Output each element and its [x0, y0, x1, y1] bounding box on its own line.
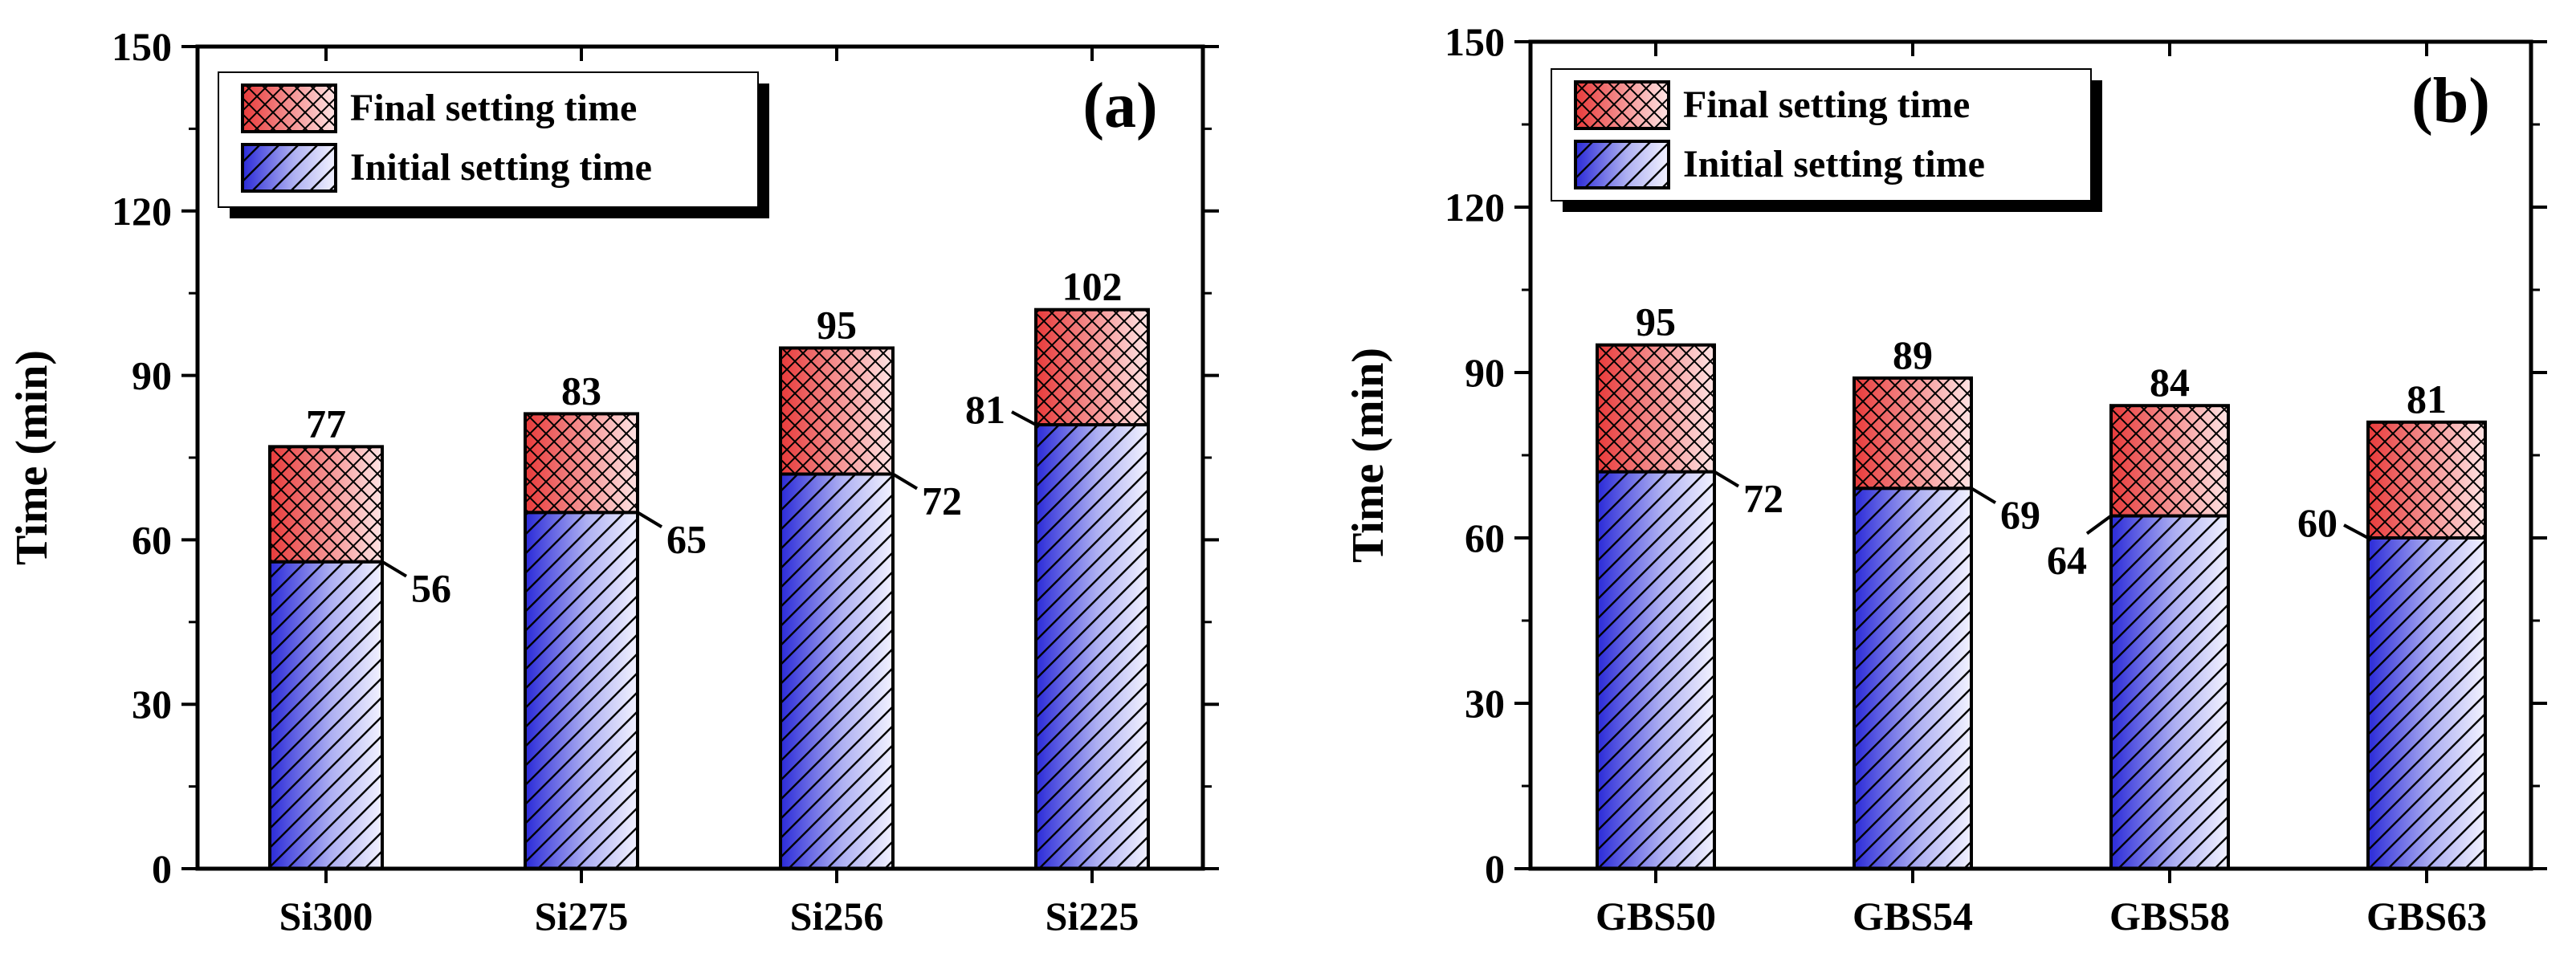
y-tick-label: 90 [132, 353, 172, 398]
initial-leader-line [636, 511, 663, 528]
final-value-label: 102 [1062, 264, 1123, 309]
x-tick-label: GBS63 [2366, 894, 2487, 939]
panel-label: (a) [1082, 71, 1157, 141]
y-tick-label: 30 [132, 682, 172, 727]
chart-panel-a: 0 30 60 90 120 150 Time (min) 77 56 Si300 83 65 Si27… [7, 24, 1219, 939]
legend-label: Final setting time [350, 87, 637, 129]
initial-leader-line [2085, 514, 2113, 536]
initial-leader-line [1713, 470, 1740, 488]
bar-initial-hatch-Si225 [1034, 423, 1150, 870]
bar-initial-hatch-GBS63 [2366, 536, 2487, 870]
final-value-label: 95 [817, 302, 857, 347]
legend-swatch-hatch [1574, 80, 1670, 130]
x-tick-label: GBS50 [1596, 894, 1716, 939]
bar-initial-hatch-GBS54 [1853, 487, 1973, 870]
initial-value-label: 64 [2047, 538, 2087, 583]
bar-initial-hatch-GBS50 [1596, 470, 1716, 870]
bar-final-hatch-Si256 [779, 346, 895, 476]
bar-final-hatch-Si275 [524, 412, 639, 515]
initial-value-label: 72 [922, 478, 962, 523]
legend-swatch-hatch [241, 143, 337, 193]
bar-initial-hatch-Si275 [524, 511, 639, 870]
initial-leader-line [381, 560, 408, 578]
legend: Final setting time Initial setting time [218, 71, 769, 218]
y-tick-label: 150 [1445, 19, 1505, 64]
initial-value-label: 60 [2297, 500, 2338, 545]
y-tick-label: 30 [1465, 681, 1505, 726]
x-tick-label: Si275 [535, 894, 629, 939]
x-tick-label: Si225 [1045, 894, 1139, 939]
final-value-label: 81 [2407, 377, 2447, 421]
final-value-label: 83 [561, 368, 601, 413]
y-axis-label: Time (min) [1343, 348, 1393, 563]
initial-leader-line [891, 472, 919, 491]
initial-leader-line [2343, 523, 2369, 540]
bar-final-hatch-GBS54 [1853, 376, 1973, 491]
initial-value-label: 65 [666, 516, 707, 561]
initial-leader-line [1011, 410, 1037, 426]
y-tick-label: 150 [112, 24, 172, 69]
legend: Final setting time Initial setting time [1551, 68, 2102, 212]
y-axis-label: Time (min) [7, 350, 57, 565]
y-tick-label: 120 [112, 189, 172, 234]
bar-initial-hatch-GBS58 [2109, 514, 2230, 870]
x-tick-label: Si256 [790, 894, 884, 939]
initial-leader-line [1970, 487, 1997, 504]
y-tick-label: 60 [1465, 515, 1505, 560]
legend-label: Final setting time [1683, 83, 1970, 126]
y-tick-label: 0 [1485, 846, 1505, 891]
plot-frame [1528, 39, 2533, 871]
final-value-label: 84 [2150, 360, 2190, 405]
legend-label: Initial setting time [350, 146, 652, 189]
chart-panel-b: 0 30 60 90 120 150 Time (min) 95 72 GBS50 89 69 GBS5… [1343, 19, 2547, 939]
x-tick-label: GBS58 [2109, 894, 2230, 939]
initial-value-label: 56 [411, 566, 451, 611]
initial-value-label: 72 [1743, 476, 1783, 521]
bar-final-hatch-GBS50 [1596, 343, 1716, 474]
bar-final-hatch-Si225 [1034, 307, 1150, 427]
x-tick-label: Si300 [279, 894, 373, 939]
bar-initial-hatch-Si256 [779, 472, 895, 870]
bar-initial-hatch-Si300 [268, 560, 384, 870]
bar-final-hatch-GBS63 [2366, 420, 2487, 540]
final-value-label: 77 [306, 401, 346, 446]
y-tick-label: 60 [132, 517, 172, 562]
y-tick-label: 0 [152, 846, 172, 891]
y-tick-label: 90 [1465, 350, 1505, 395]
legend-label: Initial setting time [1683, 143, 1985, 185]
legend-swatch-hatch [1574, 140, 1670, 189]
bar-final-hatch-GBS58 [2109, 404, 2230, 518]
legend-swatch-hatch [241, 83, 337, 133]
panel-label: (b) [2411, 66, 2490, 136]
plot-frame [195, 44, 1205, 871]
bar-final-hatch-Si300 [268, 445, 384, 564]
final-value-label: 89 [1893, 332, 1933, 377]
y-tick-label: 120 [1445, 185, 1505, 230]
initial-value-label: 69 [2000, 492, 2040, 537]
final-value-label: 95 [1636, 299, 1676, 344]
x-tick-label: GBS54 [1853, 894, 1973, 939]
initial-value-label: 81 [965, 387, 1005, 432]
